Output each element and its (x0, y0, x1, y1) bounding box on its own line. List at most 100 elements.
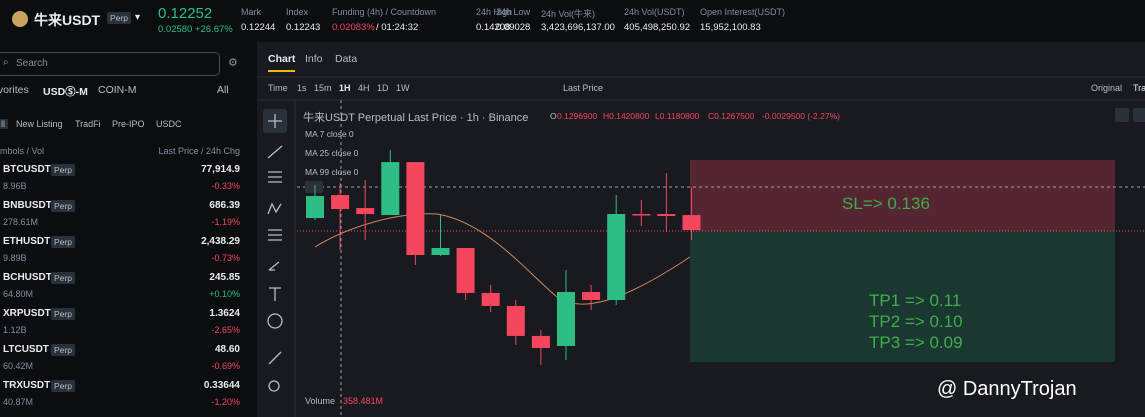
legend-close: C0.1267500 (708, 111, 755, 121)
market-tab[interactable]: COIN-M (98, 84, 137, 96)
zoom-tool[interactable] (268, 380, 280, 392)
row-price: 1.3624 (209, 308, 240, 319)
row-symbol[interactable]: ETHUSDT (3, 236, 51, 247)
brush-tool[interactable] (268, 261, 280, 271)
interval[interactable]: 1W (396, 83, 410, 93)
col-symbol: mbols / Vol (0, 146, 45, 156)
download-btn[interactable] (1115, 108, 1129, 122)
row-symbol[interactable]: XRPUSDT (3, 308, 51, 319)
emoji-tool[interactable] (267, 313, 283, 329)
stat-value: 0.12244 (241, 22, 276, 33)
volume-value: 358.481M (343, 396, 384, 406)
sl-zone (690, 160, 1115, 231)
legend-low: L0.1180800 (655, 111, 700, 121)
ma-label: MA 25 close 0 (305, 148, 359, 158)
row-symbol[interactable]: BTCUSDT (3, 164, 51, 175)
row-price: 686.39 (209, 200, 240, 211)
stat-value: 0.14208 (476, 22, 511, 33)
stat-value: 405,498,250.92 (624, 22, 691, 33)
price-type[interactable]: Last Price (563, 83, 604, 93)
candle-body (607, 214, 626, 301)
view-mode[interactable]: Tra (1133, 83, 1145, 93)
market-tab[interactable]: USDⓈ-M (43, 86, 88, 98)
interval[interactable]: 1s (297, 83, 307, 93)
symbol[interactable]: 牛来USDT (34, 12, 101, 28)
stat-label: 24h Low (496, 7, 531, 17)
legend-o-prefix: O (550, 111, 557, 121)
candle-body (557, 292, 575, 346)
row-volume: 40.87M (3, 397, 34, 407)
text-tool[interactable] (269, 287, 281, 301)
settings-icon[interactable]: ⚙ (228, 57, 238, 69)
row-change: -1.19% (211, 217, 240, 227)
candle-body (331, 195, 350, 210)
pattern-tool[interactable] (267, 202, 282, 215)
stat-label: Funding (4h) / Countdown (332, 7, 437, 17)
interval[interactable]: 4H (358, 83, 370, 93)
row-volume: 1.12B (3, 325, 27, 335)
ruler-tool[interactable] (268, 351, 282, 365)
fib-tool[interactable] (268, 171, 282, 183)
stat-label: Mark (241, 7, 261, 17)
filter-chip[interactable]: New Listing (16, 119, 63, 129)
stat-label: 24h High (476, 7, 513, 17)
sidebar: ⌕ Search ⚙ mbols / Vol Last Price / 24h … (0, 42, 254, 417)
candle-body (306, 196, 324, 219)
chart-tab[interactable]: Info (305, 53, 323, 65)
filter-chip[interactable]: TradFi (75, 119, 101, 129)
legend-open: 0.1296900 (557, 111, 598, 121)
collapse-btn[interactable] (305, 181, 323, 193)
row-badge: Perp (51, 200, 75, 212)
line-tool[interactable] (267, 145, 283, 159)
ma-label: MA 7 close 0 (305, 129, 354, 139)
row-change: -0.33% (211, 181, 240, 191)
filter-chip[interactable]: ll (0, 119, 8, 129)
candle-body (431, 248, 450, 255)
filter-chip[interactable]: Pre-IPO (112, 119, 145, 129)
projection-tool[interactable] (268, 229, 282, 241)
row-price: 0.33644 (203, 380, 240, 391)
search-box[interactable] (0, 52, 220, 76)
interval[interactable]: 1D (377, 83, 389, 93)
legend-high: H0.1420800 (603, 111, 650, 121)
crosshair-tool[interactable] (268, 114, 282, 128)
row-volume: 278.61M (3, 217, 39, 227)
row-badge: Perp (51, 380, 75, 392)
market-tab[interactable]: avorites (0, 84, 29, 96)
row-price: 48.60 (214, 344, 240, 355)
row-price: 245.85 (209, 272, 240, 283)
row-badge: Perp (51, 164, 75, 176)
row-volume: 64.80M (3, 289, 34, 299)
market-tab[interactable]: All (217, 84, 229, 96)
stat-label: Index (286, 7, 309, 17)
row-volume: 9.89B (3, 253, 27, 263)
interval[interactable]: 15m (314, 83, 332, 93)
row-symbol[interactable]: BCHUSDT (3, 272, 52, 283)
interval[interactable]: 1H (339, 83, 351, 93)
stat-value: 0.02083% (332, 22, 375, 33)
row-symbol[interactable]: BNBUSDT (3, 200, 52, 211)
dropdown-arrow[interactable]: ▾ (135, 12, 141, 23)
candle-body (406, 162, 425, 255)
coin-icon (12, 11, 28, 27)
ma-label: MA 99 close 0 (305, 167, 359, 177)
expand-btn[interactable] (1133, 108, 1145, 122)
row-badge: Perp (51, 308, 75, 320)
row-price: 2,438.29 (201, 236, 240, 247)
chart-tab[interactable]: Chart (268, 53, 296, 72)
view-mode[interactable]: Original (1091, 83, 1123, 93)
row-volume: 60.42M (3, 361, 34, 371)
filter-chip[interactable]: USDC (156, 119, 182, 129)
annotation: TP2 => 0.10 (869, 312, 963, 331)
stat-label: 24h Vol(牛来) (541, 9, 596, 19)
row-symbol[interactable]: TRXUSDT (3, 380, 51, 391)
row-symbol[interactable]: LTCUSDT (3, 344, 49, 355)
interval: Time (268, 83, 288, 93)
stat-label: 24h Vol(USDT) (624, 7, 685, 17)
legend-title: 牛来USDT Perpetual Last Price · 1h · Binan… (303, 112, 529, 124)
candle-body (356, 208, 375, 215)
search-icon: ⌕ (3, 57, 9, 68)
chart-tab[interactable]: Data (335, 53, 358, 65)
candle-body (506, 305, 525, 336)
